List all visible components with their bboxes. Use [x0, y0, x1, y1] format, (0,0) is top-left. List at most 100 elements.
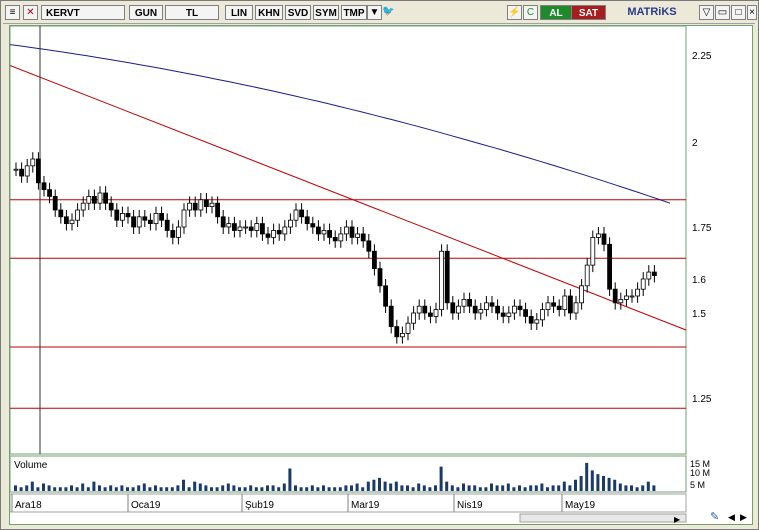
volume-bar [590, 470, 594, 491]
candle [226, 223, 232, 228]
volume-bar [249, 485, 253, 491]
volume-bar [36, 487, 40, 491]
volume-bar [389, 483, 393, 491]
scroll-right-icon[interactable]: ▶ [674, 515, 681, 524]
sym-button[interactable]: SYM [313, 5, 339, 20]
volume-bar [585, 462, 589, 491]
candle [120, 212, 125, 221]
minimize-icon[interactable]: ▽ [699, 5, 714, 20]
dropdown-arrow-icon[interactable]: ▼ [367, 5, 382, 20]
volume-bar [30, 481, 34, 491]
volume-bar [238, 487, 241, 491]
candle [388, 305, 394, 328]
x-tick: Şub19 [245, 500, 274, 511]
candle [69, 219, 75, 224]
candle [467, 298, 473, 307]
volume-bar [137, 485, 141, 491]
candle [80, 202, 86, 211]
candle [321, 230, 327, 235]
scroll-bar[interactable] [519, 513, 687, 523]
volume-bar [602, 476, 605, 491]
period-button[interactable]: GUN [129, 5, 163, 20]
candle [24, 165, 30, 177]
volume-bar [484, 487, 488, 491]
volume-label: Volume [14, 460, 48, 471]
volume-bar [355, 483, 359, 491]
volume-bar [316, 487, 320, 491]
candle [489, 302, 495, 307]
y-tick: 1.5 [692, 309, 706, 320]
candle [596, 233, 601, 238]
candle [92, 195, 97, 204]
chart-type-icon[interactable]: ✕ [23, 5, 38, 20]
symbol-field[interactable]: KERVT [41, 5, 125, 20]
candle [523, 309, 528, 317]
twitter-icon[interactable]: 🐦 [382, 6, 395, 17]
volume-bar [243, 487, 247, 491]
candle [607, 243, 612, 290]
candle [590, 236, 596, 266]
candle [584, 264, 590, 287]
candle [556, 305, 562, 311]
volume-bar [333, 487, 337, 491]
candle [293, 209, 299, 221]
candle [265, 233, 271, 238]
candle [355, 233, 361, 238]
candle [534, 319, 540, 324]
refresh-icon[interactable]: C [523, 5, 538, 20]
candle [198, 199, 204, 211]
price-panel [9, 25, 687, 455]
volume-bar [361, 487, 365, 491]
candle [209, 202, 215, 207]
moving-average-line [9, 44, 671, 204]
volume-bar [42, 483, 45, 491]
volume-bar [114, 487, 118, 491]
right-arrow-icon[interactable]: ▶ [740, 512, 747, 522]
candle [624, 295, 629, 300]
svd-button[interactable]: SVD [285, 5, 311, 20]
lightning-icon[interactable]: ⚡ [507, 5, 522, 20]
volume-tick: 5 M [690, 480, 705, 490]
candle [579, 285, 584, 304]
linear-scale-button[interactable]: LIN [225, 5, 253, 20]
maximize-icon[interactable]: □ [731, 5, 746, 20]
khn-button[interactable]: KHN [255, 5, 283, 20]
volume-bar [551, 485, 555, 491]
chart-toolbar: ≡ ✕ KERVT GUN TL LIN KHN SVD SYM TMP ▼ 🐦… [3, 3, 757, 24]
volume-bar [109, 485, 113, 491]
volume-bar [254, 487, 258, 491]
candle [439, 250, 445, 310]
candle [601, 233, 607, 245]
close-icon[interactable]: × [747, 5, 757, 20]
volume-bar [338, 487, 342, 491]
volume-bar [159, 487, 163, 491]
restore-icon[interactable]: ▭ [715, 5, 730, 20]
volume-bar [170, 487, 174, 491]
volume-bar [506, 483, 510, 491]
candle [383, 285, 389, 307]
candle [237, 226, 243, 231]
candle [461, 298, 467, 307]
candle [108, 202, 114, 211]
menu-icon[interactable]: ≡ [5, 5, 20, 20]
volume-bar [529, 485, 533, 491]
candle [422, 305, 428, 314]
volume-bar [204, 485, 208, 491]
y-tick: 2.25 [692, 51, 712, 62]
candle [310, 223, 316, 228]
tmp-button[interactable]: TMP [341, 5, 367, 20]
currency-button[interactable]: TL [165, 5, 219, 20]
candle [203, 199, 209, 208]
volume-bar [310, 485, 314, 491]
sell-button[interactable]: SAT [571, 5, 606, 20]
candle [405, 322, 411, 334]
volume-bar [568, 485, 572, 491]
candle [495, 305, 501, 314]
buy-button[interactable]: AL [540, 5, 572, 20]
settings-icon[interactable]: ✎ [710, 511, 719, 523]
volume-bar [428, 487, 432, 491]
candle [517, 305, 523, 311]
x-tick: Mar19 [351, 500, 380, 511]
price-chart[interactable]: 2.25 2 1.75 1.6 1.5 1.25 Volume 15 M 10 … [9, 25, 752, 524]
left-arrow-icon[interactable]: ◀ [728, 512, 735, 522]
